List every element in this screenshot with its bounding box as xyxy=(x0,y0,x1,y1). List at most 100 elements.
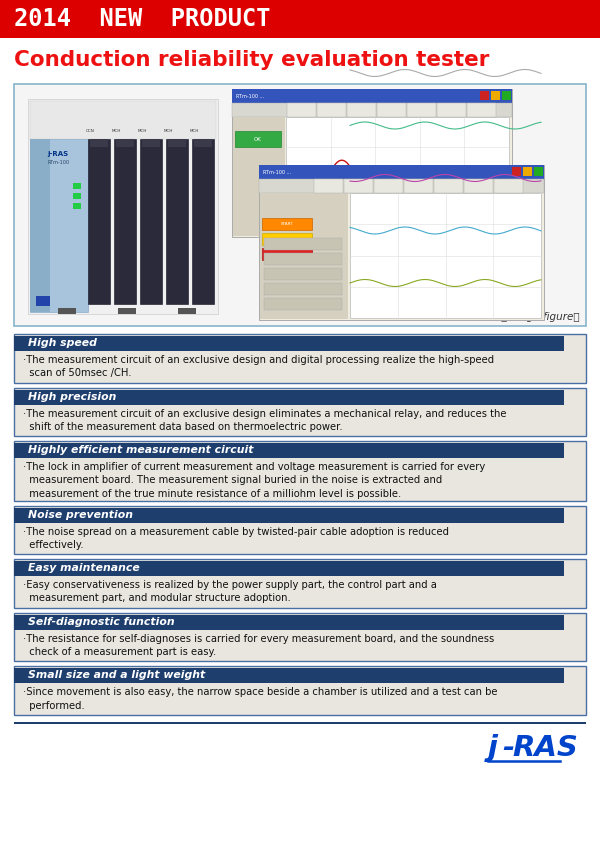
Bar xyxy=(14,668,24,684)
Bar xyxy=(264,253,342,265)
Bar xyxy=(407,103,436,117)
Bar xyxy=(30,139,88,312)
Bar xyxy=(118,308,136,314)
Bar xyxy=(523,167,532,176)
Bar xyxy=(14,388,586,436)
Text: ·The measurement circuit of an exclusive design eliminates a mechanical relay, a: ·The measurement circuit of an exclusive… xyxy=(23,408,506,432)
Bar xyxy=(232,89,512,103)
Bar xyxy=(14,559,586,608)
Text: RTm-100: RTm-100 xyxy=(47,159,69,164)
Text: CCN: CCN xyxy=(86,129,94,133)
Bar xyxy=(232,89,512,237)
Bar xyxy=(22,562,564,576)
Bar xyxy=(30,101,216,139)
Bar xyxy=(259,179,544,193)
Bar xyxy=(262,248,312,260)
Text: Highly efficient measurement circuit: Highly efficient measurement circuit xyxy=(28,446,254,455)
Text: START: START xyxy=(281,222,293,226)
Bar xyxy=(192,139,214,304)
Text: RAS: RAS xyxy=(512,734,578,762)
Bar xyxy=(262,233,312,245)
Bar xyxy=(264,238,342,250)
Text: MCH: MCH xyxy=(190,129,199,133)
Bar xyxy=(434,179,463,193)
Bar xyxy=(73,203,81,209)
Bar xyxy=(491,91,500,100)
Text: RTm-100 ...: RTm-100 ... xyxy=(263,169,291,174)
Text: （Image figure）: （Image figure） xyxy=(502,312,580,322)
Bar xyxy=(22,668,564,684)
Bar xyxy=(73,183,81,189)
Bar xyxy=(178,308,196,314)
Text: -: - xyxy=(502,734,514,762)
Bar xyxy=(534,167,543,176)
Bar xyxy=(14,667,586,715)
Bar xyxy=(30,139,50,312)
Bar xyxy=(14,336,24,351)
Bar xyxy=(22,443,564,458)
Bar xyxy=(437,103,466,117)
Bar xyxy=(480,91,489,100)
Text: ·The resistance for self-diagnoses is carried for every measurement board, and t: ·The resistance for self-diagnoses is ca… xyxy=(23,634,494,657)
Bar xyxy=(58,308,76,314)
Bar xyxy=(166,139,188,304)
Bar xyxy=(90,139,108,147)
Bar xyxy=(14,722,586,724)
Bar xyxy=(114,139,136,304)
Bar xyxy=(140,139,162,304)
Text: ·Easy conservativeness is realized by the power supply part, the control part an: ·Easy conservativeness is realized by th… xyxy=(23,580,437,603)
Bar xyxy=(235,131,281,147)
Bar xyxy=(14,562,24,576)
Bar xyxy=(14,507,24,523)
Text: ·The lock in amplifier of current measurement and voltage measurement is carried: ·The lock in amplifier of current measur… xyxy=(23,462,485,499)
Bar xyxy=(494,179,523,193)
Bar xyxy=(168,139,186,147)
Bar xyxy=(88,139,110,304)
Bar xyxy=(512,167,521,176)
Bar xyxy=(317,103,346,117)
Bar xyxy=(467,103,496,117)
Bar xyxy=(350,193,541,318)
Text: j: j xyxy=(488,734,498,762)
Bar xyxy=(286,117,509,235)
Bar xyxy=(404,179,433,193)
Bar xyxy=(374,179,403,193)
Text: Noise prevention: Noise prevention xyxy=(28,510,133,519)
Bar xyxy=(14,615,24,630)
Bar xyxy=(314,179,343,193)
Text: j-RAS: j-RAS xyxy=(47,151,68,157)
Text: MCH: MCH xyxy=(112,129,121,133)
Bar xyxy=(142,139,160,147)
Text: ·The measurement circuit of an exclusive design and digital processing realize t: ·The measurement circuit of an exclusive… xyxy=(23,355,494,379)
Bar xyxy=(14,506,586,554)
Bar xyxy=(22,507,564,523)
Bar xyxy=(116,139,134,147)
Bar xyxy=(260,193,348,319)
Text: MCH: MCH xyxy=(163,129,173,133)
Text: High speed: High speed xyxy=(28,338,97,348)
Bar xyxy=(73,193,81,199)
Bar xyxy=(36,296,50,306)
Bar xyxy=(14,84,586,326)
Bar xyxy=(502,91,511,100)
Text: Small size and a light weight: Small size and a light weight xyxy=(28,670,205,680)
Bar xyxy=(14,443,24,458)
Bar xyxy=(259,165,544,179)
Bar xyxy=(233,117,285,236)
Bar xyxy=(377,103,406,117)
Bar xyxy=(262,218,312,230)
Text: RTm-100 ...: RTm-100 ... xyxy=(236,93,264,98)
Bar xyxy=(28,99,218,314)
Bar xyxy=(22,615,564,630)
Bar xyxy=(22,336,564,351)
Bar xyxy=(14,441,586,501)
Bar xyxy=(347,103,376,117)
Bar xyxy=(0,0,600,38)
Bar xyxy=(14,334,586,383)
Bar xyxy=(259,165,544,320)
Bar xyxy=(14,612,586,662)
Text: High precision: High precision xyxy=(28,391,116,401)
Text: ·The noise spread on a measurement cable by twisted-pair cable adoption is reduc: ·The noise spread on a measurement cable… xyxy=(23,527,449,550)
Text: Self-diagnostic function: Self-diagnostic function xyxy=(28,617,175,627)
Bar xyxy=(264,298,342,310)
